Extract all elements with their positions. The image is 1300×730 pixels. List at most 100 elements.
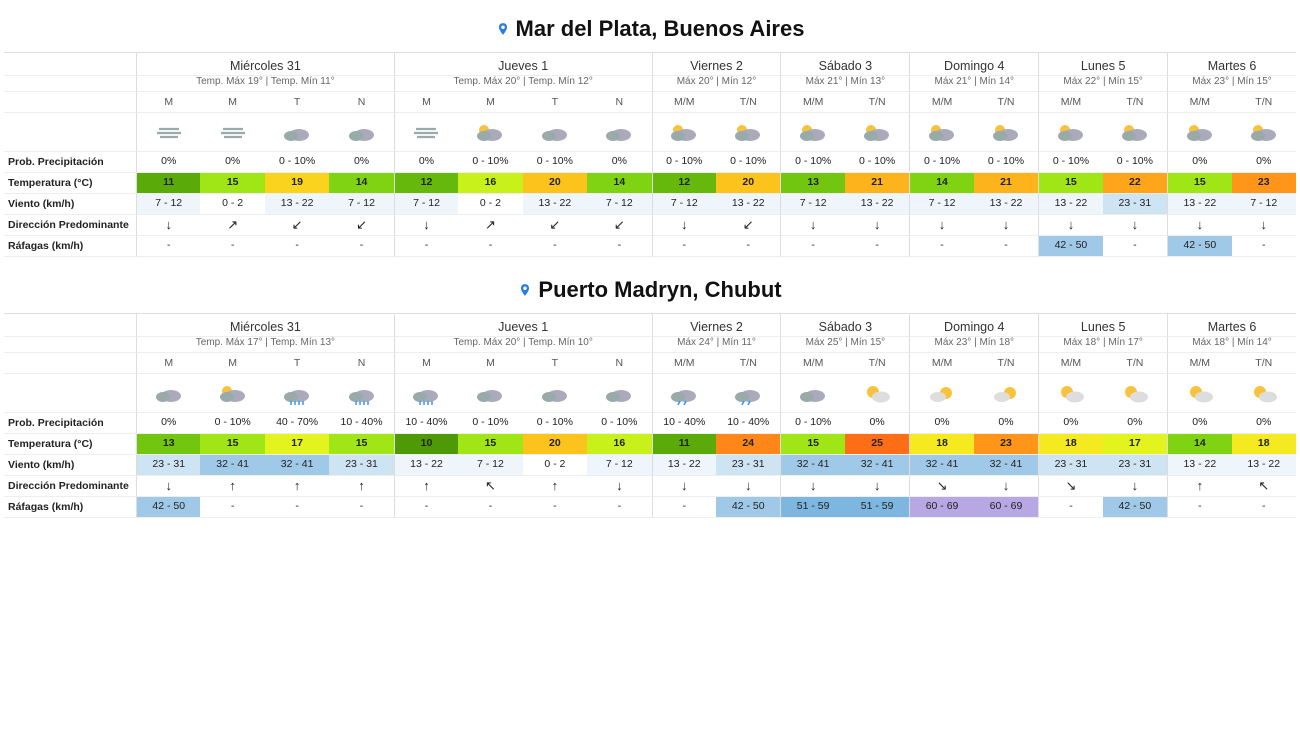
- temp-cell: 24: [716, 434, 780, 455]
- precip-cell: 10 - 40%: [716, 413, 780, 434]
- precip-cell: 0%: [1167, 413, 1231, 434]
- slot-label: N: [587, 92, 651, 113]
- corner: [4, 113, 136, 152]
- wind-cell: 7 - 12: [652, 194, 716, 215]
- temp-cell: 10: [394, 434, 458, 455]
- day-sub: Máx 22° | Mín 15°: [1038, 76, 1167, 92]
- wind-arrow-icon: ↙: [356, 218, 367, 231]
- weather-icon: [845, 113, 909, 152]
- slot-label: T/N: [974, 92, 1038, 113]
- corner: [4, 53, 136, 76]
- wind-arrow-icon: ↓: [681, 218, 688, 231]
- row-label-wind: Viento (km/h): [4, 194, 136, 215]
- weather-icon: [1038, 113, 1102, 152]
- dir-cell: ↑: [265, 476, 329, 497]
- dir-cell: ↓: [1103, 215, 1167, 236]
- slot-label: M: [136, 353, 200, 374]
- precip-cell: 0%: [1232, 413, 1296, 434]
- slot-label: T: [265, 353, 329, 374]
- wind-cell: 23 - 31: [1038, 455, 1102, 476]
- weather-icon: [652, 374, 716, 413]
- wind-cell: 7 - 12: [136, 194, 200, 215]
- precip-cell: 0%: [329, 152, 393, 173]
- temp-cell: 15: [200, 173, 264, 194]
- wind-cell: 23 - 31: [1103, 455, 1167, 476]
- gust-cell: 42 - 50: [1103, 497, 1167, 518]
- wind-cell: 0 - 2: [200, 194, 264, 215]
- precip-cell: 0%: [974, 413, 1038, 434]
- day-header: Domingo 4: [909, 314, 1038, 337]
- gust-cell: -: [845, 236, 909, 257]
- dir-cell: ↓: [652, 215, 716, 236]
- day-sub: Máx 18° | Mín 17°: [1038, 337, 1167, 353]
- gust-cell: -: [523, 236, 587, 257]
- wind-arrow-icon: ↑: [552, 479, 559, 492]
- dir-cell: ↓: [652, 476, 716, 497]
- wind-arrow-icon: ↓: [423, 218, 430, 231]
- slot-label: T/N: [716, 353, 780, 374]
- weather-icon: [458, 113, 522, 152]
- slot-label: T/N: [1103, 353, 1167, 374]
- corner: [4, 353, 136, 374]
- weather-icon: [136, 113, 200, 152]
- slot-label: N: [329, 353, 393, 374]
- slot-label: M: [394, 353, 458, 374]
- dir-cell: ↑: [200, 476, 264, 497]
- wind-arrow-icon: ↓: [810, 479, 817, 492]
- slot-label: M: [458, 353, 522, 374]
- wind-cell: 32 - 41: [909, 455, 973, 476]
- wind-cell: 0 - 2: [523, 455, 587, 476]
- day-header: Jueves 1: [394, 314, 652, 337]
- precip-cell: 0 - 10%: [652, 152, 716, 173]
- weather-icon: [974, 374, 1038, 413]
- wind-cell: 13 - 22: [265, 194, 329, 215]
- day-sub: Máx 23° | Mín 18°: [909, 337, 1038, 353]
- weather-icon: [394, 113, 458, 152]
- dir-cell: ↙: [329, 215, 393, 236]
- wind-arrow-icon: ↓: [1132, 479, 1139, 492]
- dir-cell: ↙: [587, 215, 651, 236]
- gust-cell: 42 - 50: [1038, 236, 1102, 257]
- precip-cell: 0 - 10%: [458, 152, 522, 173]
- gust-cell: 42 - 50: [716, 497, 780, 518]
- day-header: Lunes 5: [1038, 53, 1167, 76]
- gust-cell: -: [1038, 497, 1102, 518]
- weather-icon: [394, 374, 458, 413]
- temp-cell: 14: [909, 173, 973, 194]
- corner: [4, 374, 136, 413]
- temp-cell: 14: [329, 173, 393, 194]
- slot-label: M/M: [780, 92, 844, 113]
- wind-cell: 13 - 22: [1167, 455, 1231, 476]
- forecast-block: Puerto Madryn, ChubutMiércoles 31Jueves …: [4, 277, 1296, 518]
- gust-cell: -: [1103, 236, 1167, 257]
- slot-label: M/M: [780, 353, 844, 374]
- slot-label: N: [329, 92, 393, 113]
- dir-cell: ↓: [136, 476, 200, 497]
- precip-cell: 0 - 10%: [458, 413, 522, 434]
- gust-cell: -: [652, 497, 716, 518]
- wind-arrow-icon: ↖: [485, 479, 496, 492]
- location-pin-icon: [496, 20, 510, 38]
- temp-cell: 21: [974, 173, 1038, 194]
- corner: [4, 337, 136, 353]
- gust-cell: -: [587, 236, 651, 257]
- temp-cell: 15: [1038, 173, 1102, 194]
- precip-cell: 0%: [1232, 152, 1296, 173]
- wind-arrow-icon: ↖: [1258, 479, 1269, 492]
- wind-cell: 13 - 22: [652, 455, 716, 476]
- gust-cell: -: [587, 497, 651, 518]
- precip-cell: 0 - 10%: [1103, 152, 1167, 173]
- temp-cell: 20: [716, 173, 780, 194]
- weather-icon: [1167, 374, 1231, 413]
- gust-cell: -: [909, 236, 973, 257]
- dir-cell: ↓: [136, 215, 200, 236]
- gust-cell: -: [265, 236, 329, 257]
- slot-label: T/N: [1103, 92, 1167, 113]
- wind-cell: 32 - 41: [845, 455, 909, 476]
- dir-cell: ↓: [394, 215, 458, 236]
- row-label-dir: Dirección Predominante: [4, 476, 136, 497]
- wind-arrow-icon: ↑: [358, 479, 365, 492]
- temp-cell: 20: [523, 173, 587, 194]
- weather-icon: [265, 374, 329, 413]
- temp-cell: 21: [845, 173, 909, 194]
